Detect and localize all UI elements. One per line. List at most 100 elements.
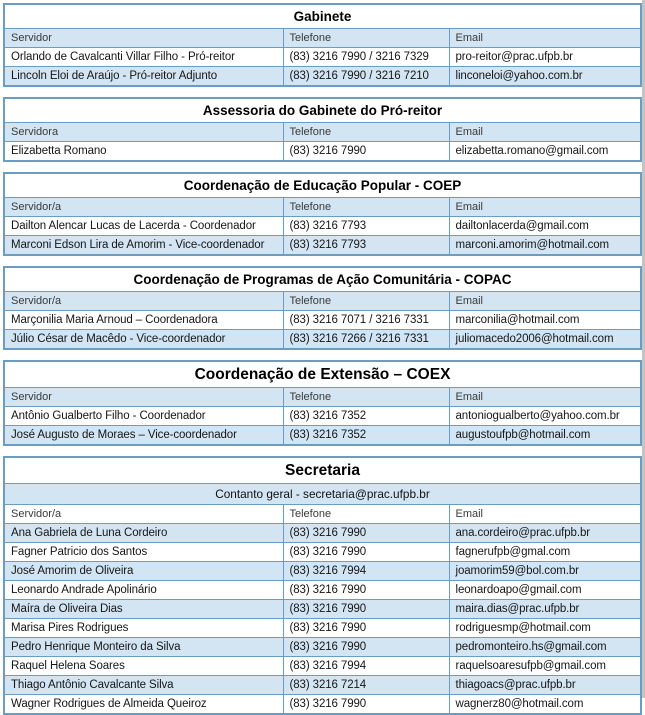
telefone-cell: (83) 3216 7990 [282,141,450,162]
table-row: José Amorim de Oliveira (83) 3216 7994 joa… [3,561,642,581]
table-title: Secretaria [3,456,642,484]
column-header-email: Email [448,28,642,48]
table-row: Marçonilia Maria Arnoud – Coordenadora (8… [3,310,642,330]
email-cell: raquelsoaresufpb@gmail.com [448,656,642,676]
email-cell: augustoufpb@hotmail.com [448,425,642,446]
column-header-email: Email [448,197,642,217]
servidor-cell: Elizabetta Romano [3,141,284,162]
table-row: Raquel Helena Soares (83) 3216 7994 raquel… [3,656,642,676]
telefone-cell: (83) 3216 7990 / 3216 7210 [282,66,450,87]
column-header-telefone: Telefone [282,197,450,217]
table-row: Elizabetta Romano (83) 3216 7990 elizabett… [3,141,642,162]
telefone-cell: (83) 3216 7990 [282,694,450,715]
table-title-row: Coordenação de Educação Popular - COEP [3,172,642,198]
servidor-cell: Lincoln Eloi de Araújo - Pró-reitor Adju… [3,66,284,87]
column-header-telefone: Telefone [282,122,450,142]
telefone-cell: (83) 3216 7990 [282,637,450,657]
column-header-row: Servidor Telefone Email [3,28,642,48]
column-header-row: Servidora Telefone Email [3,122,642,142]
servidor-cell: Leonardo Andrade Apolinário [3,580,284,600]
table-row: Thiago Antônio Cavalcante Silva (83) 3216… [3,675,642,695]
table-title: Assessoria do Gabinete do Pró-reitor [3,97,642,123]
table-gabinete: Gabinete Servidor Telefone Email Orlando de … [3,3,643,87]
email-cell: thiagoacs@prac.ufpb.br [448,675,642,695]
servidor-cell: Raquel Helena Soares [3,656,284,676]
column-header-row: Servidor/a Telefone Email [3,504,642,524]
table-row: Wagner Rodrigues de Almeida Queiroz (83) … [3,694,642,715]
telefone-cell: (83) 3216 7793 [282,216,450,236]
email-cell: antoniogualberto@yahoo.com.br [448,406,642,426]
table-coordenacao-de-educacao-popular-coep: Coordenação de Educação Popular - COEP Se… [3,172,643,256]
servidor-cell: José Amorim de Oliveira [3,561,284,581]
column-header-email: Email [448,504,642,524]
table-row: Maíra de Oliveira Dias (83) 3216 7990 mair… [3,599,642,619]
column-header-servidor: Servidora [3,122,284,142]
column-header-email: Email [448,122,642,142]
servidor-cell: Antônio Gualberto Filho - Coordenador [3,406,284,426]
table-secretaria: Secretaria Contanto geral - secretaria@pr… [3,456,642,715]
table-row: Orlando de Cavalcanti Villar Filho - Pró… [3,47,642,67]
servidor-cell: Thiago Antônio Cavalcante Silva [3,675,284,695]
servidor-cell: Júlio César de Macêdo - Vice-coordenador [3,329,284,350]
telefone-cell: (83) 3216 7793 [282,235,450,256]
email-cell: dailtonlacerda@gmail.com [448,216,642,236]
table-row: Antônio Gualberto Filho - Coordenador (83… [3,406,642,426]
email-cell: leonardoapo@gmail.com [448,580,642,600]
telefone-cell: (83) 3216 7994 [282,561,450,581]
column-header-telefone: Telefone [282,387,450,407]
table-title-row: Assessoria do Gabinete do Pró-reitor [3,97,642,123]
servidor-cell: Fagner Patricio dos Santos [3,542,284,562]
email-cell: marconilia@hotmail.com [448,310,642,330]
email-cell: marconi.amorim@hotmail.com [448,235,642,256]
window-right-edge [642,0,645,698]
table-row: Dailton Alencar Lucas de Lacerda - Coord… [3,216,642,236]
servidor-cell: Marconi Edson Lira de Amorim - Vice-coor… [3,235,284,256]
table-row: Ana Gabriela de Luna Cordeiro (83) 3216 7… [3,523,642,543]
column-header-servidor: Servidor [3,28,284,48]
table-row: Pedro Henrique Monteiro da Silva (83) 321… [3,637,642,657]
table-row: Marconi Edson Lira de Amorim - Vice-coor… [3,235,642,256]
table-coordenacao-de-programas-de-acao-comunitaria-copac: Coordenação de Programas de Ação Comunit… [3,266,643,350]
telefone-cell: (83) 3216 7214 [282,675,450,695]
table-row: Júlio César de Macêdo - Vice-coordenador… [3,329,642,350]
telefone-cell: (83) 3216 7266 / 3216 7331 [282,329,450,350]
table-row: José Augusto de Moraes – Vice-coordenado… [3,425,642,446]
email-cell: linconeloi@yahoo.com.br [448,66,642,87]
table-row: Fagner Patricio dos Santos (83) 3216 7990… [3,542,642,562]
telefone-cell: (83) 3216 7071 / 3216 7331 [282,310,450,330]
telefone-cell: (83) 3216 7352 [282,425,450,446]
table-row: Lincoln Eloi de Araújo - Pró-reitor Adju… [3,66,642,87]
table-subtitle-row: Contanto geral - secretaria@prac.ufpb.br [3,483,642,505]
servidor-cell: Marisa Pires Rodrigues [3,618,284,638]
email-cell: maira.dias@prac.ufpb.br [448,599,642,619]
column-header-telefone: Telefone [282,291,450,311]
table-subtitle: Contanto geral - secretaria@prac.ufpb.br [3,483,642,505]
servidor-cell: Dailton Alencar Lucas de Lacerda - Coord… [3,216,284,236]
telefone-cell: (83) 3216 7990 [282,618,450,638]
column-header-servidor: Servidor/a [3,504,284,524]
email-cell: wagnerz80@hotmail.com [448,694,642,715]
column-header-row: Servidor Telefone Email [3,387,642,407]
table-title-row: Secretaria [3,456,642,484]
table-row: Marisa Pires Rodrigues (83) 3216 7990 rodr… [3,618,642,638]
column-header-email: Email [448,387,642,407]
telefone-cell: (83) 3216 7990 [282,523,450,543]
email-cell: pro-reitor@prac.ufpb.br [448,47,642,67]
column-header-servidor: Servidor/a [3,197,284,217]
table-title: Coordenação de Programas de Ação Comunit… [3,266,642,292]
email-cell: joamorim59@bol.com.br [448,561,642,581]
column-header-row: Servidor/a Telefone Email [3,291,642,311]
email-cell: juliomacedo2006@hotmail.com [448,329,642,350]
servidor-cell: Pedro Henrique Monteiro da Silva [3,637,284,657]
table-assessoria-do-gabinete-do-pro-reitor: Assessoria do Gabinete do Pró-reitor Serv… [3,97,643,162]
column-header-servidor: Servidor/a [3,291,284,311]
table-title-row: Coordenação de Extensão – COEX [3,360,642,388]
telefone-cell: (83) 3216 7990 [282,542,450,562]
servidor-cell: José Augusto de Moraes – Vice-coordenado… [3,425,284,446]
email-cell: fagnerufpb@gmal.com [448,542,642,562]
column-header-email: Email [448,291,642,311]
email-cell: ana.cordeiro@prac.ufpb.br [448,523,642,543]
telefone-cell: (83) 3216 7990 / 3216 7329 [282,47,450,67]
column-header-telefone: Telefone [282,28,450,48]
